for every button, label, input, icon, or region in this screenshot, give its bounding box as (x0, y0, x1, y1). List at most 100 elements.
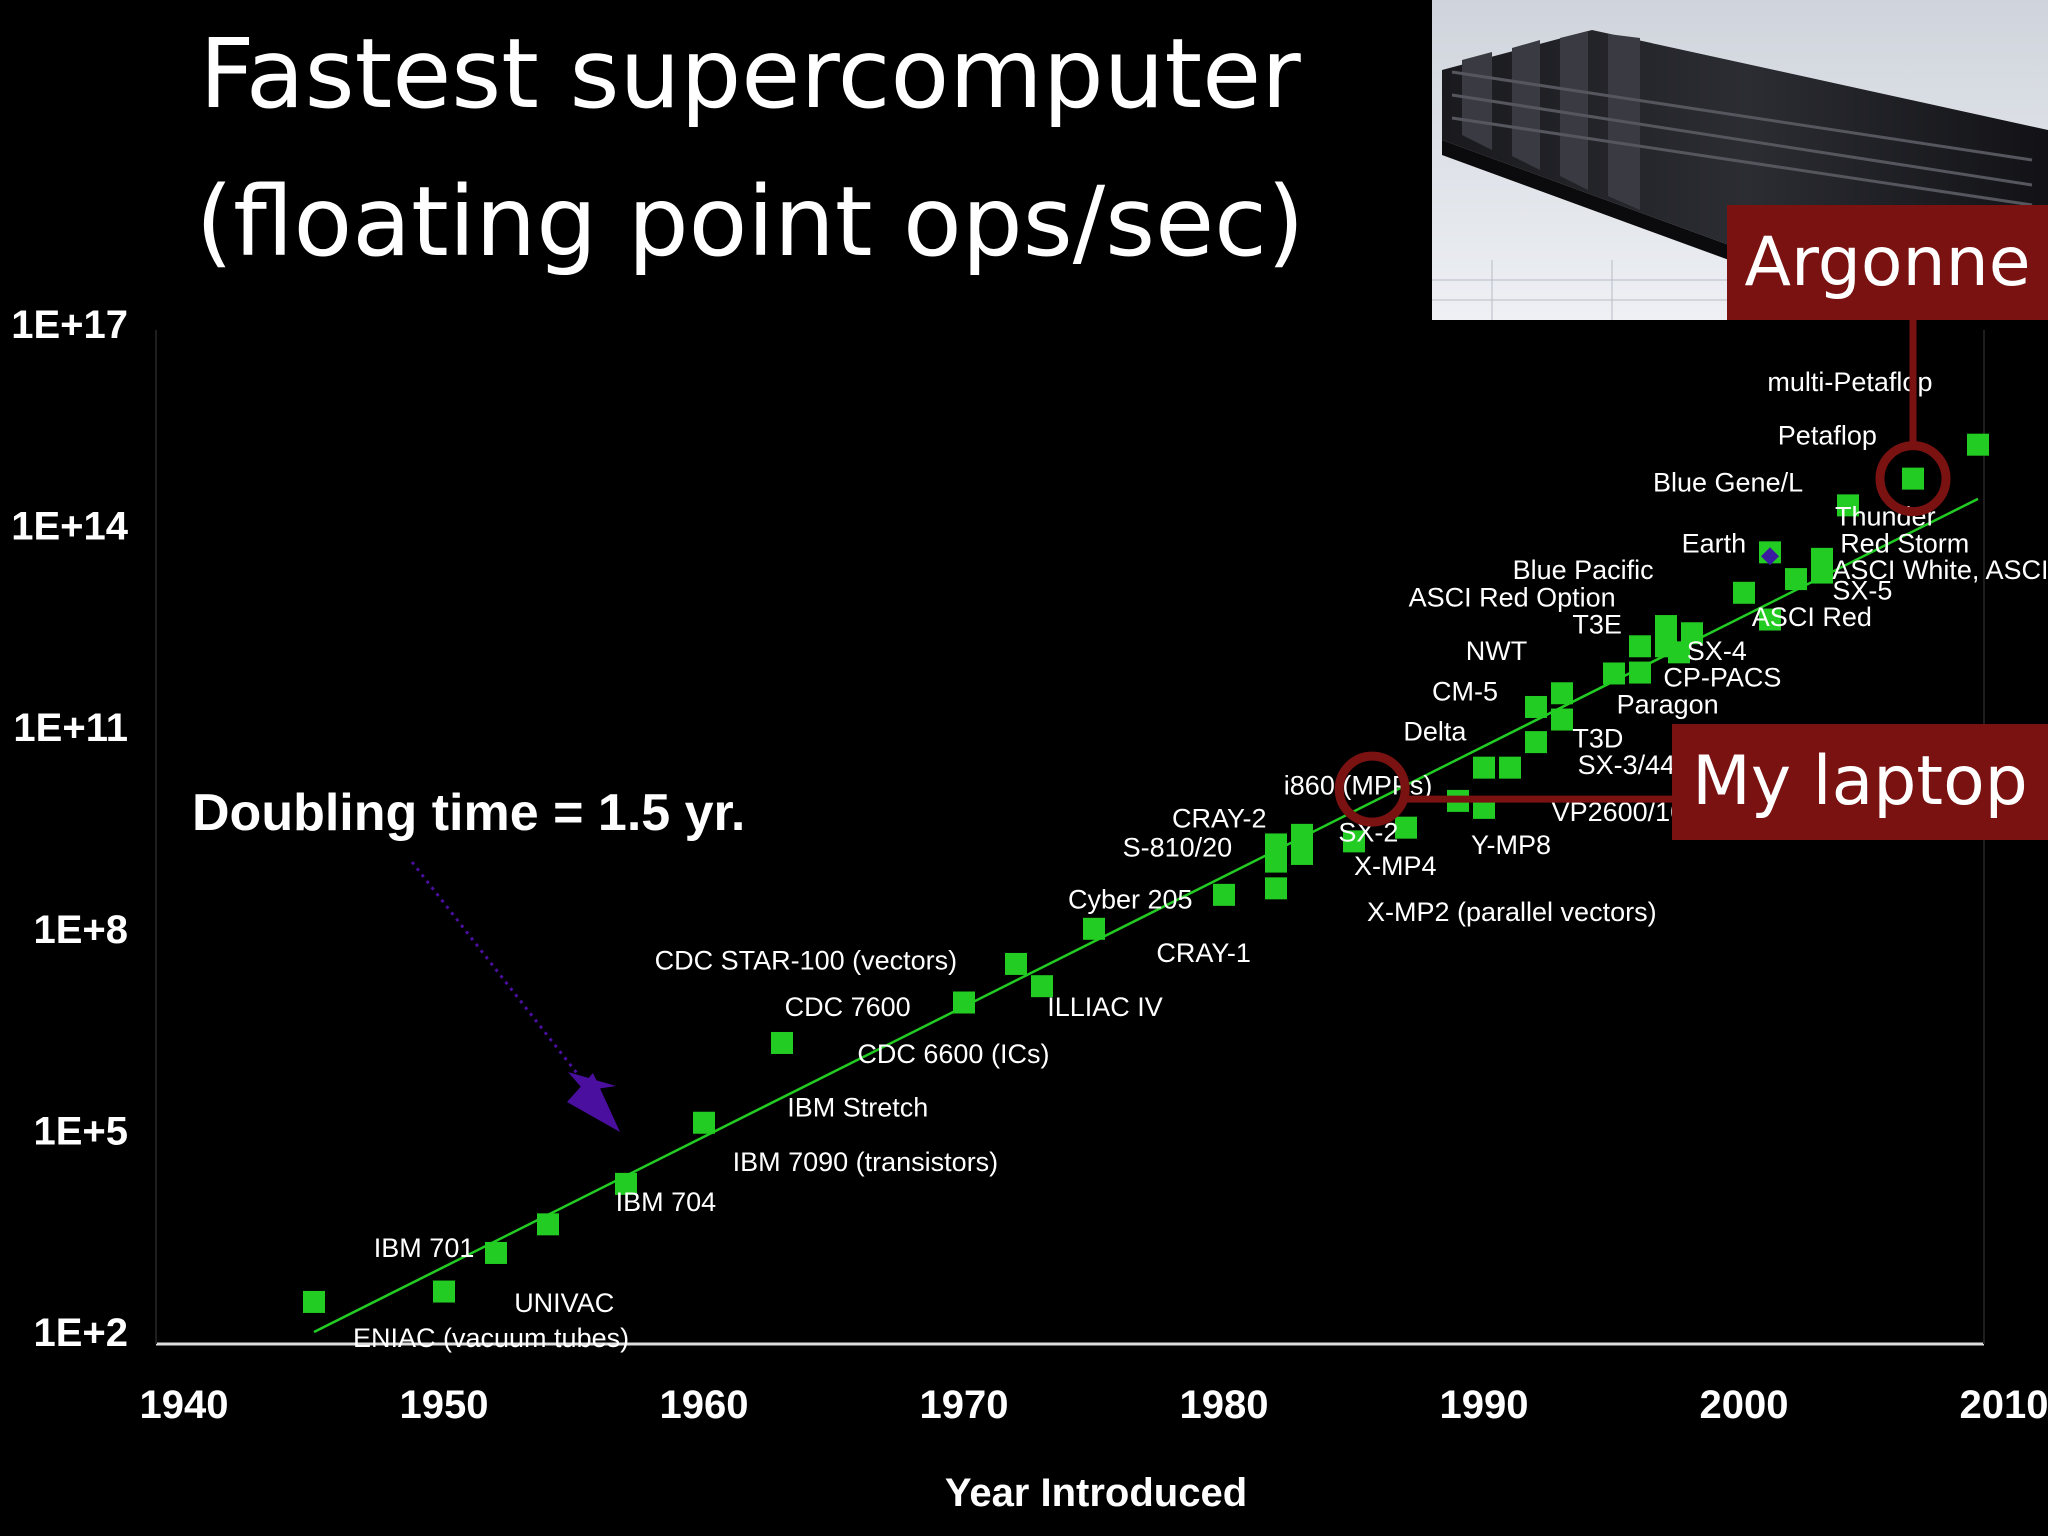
point-label: CDC 7600 (785, 992, 911, 1022)
data-point (1291, 823, 1313, 846)
point-label: SX-4 (1687, 636, 1747, 666)
slide-title-line-2: (floating point ops/sec) (195, 166, 1305, 278)
data-point (1759, 608, 1781, 631)
data-point (1967, 433, 1989, 456)
x-tick-label: 1980 (1180, 1383, 1269, 1427)
x-tick-label: 1990 (1440, 1383, 1529, 1427)
data-point (615, 1172, 637, 1195)
point-label: CM-5 (1432, 676, 1498, 706)
data-point (1629, 661, 1651, 684)
doubling-time-note: Doubling time = 1.5 yr. (192, 784, 745, 842)
point-label: ILLIAC IV (1047, 992, 1163, 1022)
data-point (693, 1111, 715, 1134)
data-point (1837, 494, 1859, 517)
data-point (1265, 850, 1287, 873)
data-point (1395, 816, 1417, 839)
x-tick-label: 1950 (400, 1383, 489, 1427)
data-point (1668, 641, 1690, 664)
data-point (433, 1280, 455, 1303)
point-label: X-MP4 (1354, 851, 1437, 881)
point-label: Earth (1682, 528, 1747, 558)
point-label: ENIAC (vacuum tubes) (353, 1323, 629, 1353)
point-label: UNIVAC (514, 1288, 614, 1318)
point-label: Paragon (1617, 689, 1719, 719)
point-label: SX-3/44 (1578, 750, 1676, 780)
point-label: Petaflop (1778, 421, 1877, 451)
point-label: NWT (1466, 636, 1527, 666)
point-label: CDC STAR-100 (vectors) (655, 945, 958, 975)
data-point (1525, 695, 1547, 718)
data-point (1473, 756, 1495, 779)
point-label: IBM 701 (374, 1233, 475, 1263)
y-tick-label: 1E+5 (33, 1109, 128, 1153)
data-point (1603, 662, 1625, 685)
point-label: Cyber 205 (1068, 885, 1193, 915)
data-point (1785, 568, 1807, 591)
data-point (1499, 756, 1521, 779)
data-point (485, 1241, 507, 1264)
data-point (1733, 581, 1755, 604)
data-point (1551, 708, 1573, 731)
point-label: CP-PACS (1663, 663, 1781, 693)
my-laptop-callout: My laptop (1672, 724, 2048, 840)
data-point (1005, 952, 1027, 975)
x-tick-label: 1960 (660, 1383, 749, 1427)
laptop-highlight-ring (1334, 751, 1410, 827)
x-tick-label: 2000 (1700, 1383, 1789, 1427)
doubling-arrow-head (567, 1073, 620, 1132)
data-point (1343, 830, 1365, 853)
point-label: Y-MP8 (1471, 830, 1551, 860)
point-label: Red Storm (1840, 528, 1969, 558)
y-tick-label: 1E+2 (33, 1311, 128, 1355)
argonne-callout: Argonne (1727, 205, 2048, 320)
point-label: Delta (1403, 717, 1467, 747)
point-label: Thunder (1835, 502, 1936, 532)
data-point (1265, 877, 1287, 900)
slide-title: Fastest supercomputer (floating point op… (100, 0, 1400, 296)
point-label: X-MP2 (parallel vectors) (1367, 897, 1657, 927)
data-point (1525, 731, 1547, 754)
data-point (1213, 883, 1235, 906)
point-label: ASCI White, ASCI Q (1832, 555, 2048, 585)
x-tick-label: 2010 (1960, 1383, 2048, 1427)
data-point (1291, 842, 1313, 865)
data-point (303, 1290, 325, 1313)
x-axis-title: Year Introduced (945, 1471, 1247, 1515)
data-point (771, 1031, 793, 1054)
data-point (1031, 975, 1053, 998)
y-tick-label: 1E+11 (13, 706, 128, 750)
point-label: CRAY-1 (1156, 938, 1251, 968)
point-label: multi-Petaflop (1767, 367, 1932, 397)
point-label: ASCI Red (1752, 602, 1872, 632)
trend-line (313, 497, 1979, 1334)
point-label: ASCI Red Option (1409, 582, 1616, 612)
data-point (1629, 635, 1651, 658)
earth-marker (1761, 547, 1779, 566)
data-point (1655, 615, 1677, 638)
data-point (1681, 622, 1703, 645)
y-tick-label: 1E+17 (11, 303, 128, 347)
data-point (1902, 467, 1924, 490)
argonne-highlight-ring (1875, 441, 1951, 517)
data-point (953, 991, 975, 1014)
point-label: IBM Stretch (787, 1093, 928, 1123)
point-label: IBM 704 (616, 1187, 717, 1217)
slide-title-line-1: Fastest supercomputer (199, 18, 1301, 130)
data-point (1083, 917, 1105, 940)
point-label: IBM 7090 (transistors) (733, 1147, 999, 1177)
point-label: Blue Pacific (1513, 555, 1654, 585)
point-label: SX-5 (1832, 575, 1892, 605)
point-label: T3E (1572, 609, 1622, 639)
doubling-arrow-shaft (410, 861, 592, 1091)
point-label: CDC 6600 (ICs) (857, 1039, 1049, 1069)
point-label: Blue Gene/L (1653, 468, 1803, 498)
x-tick-label: 1970 (920, 1383, 1009, 1427)
y-tick-label: 1E+8 (33, 908, 128, 952)
data-point (537, 1213, 559, 1236)
point-label: T3D (1572, 723, 1623, 753)
data-point (1811, 547, 1833, 570)
x-tick-label: 1940 (140, 1383, 229, 1427)
y-tick-label: 1E+14 (11, 505, 129, 549)
data-point (1265, 833, 1287, 856)
